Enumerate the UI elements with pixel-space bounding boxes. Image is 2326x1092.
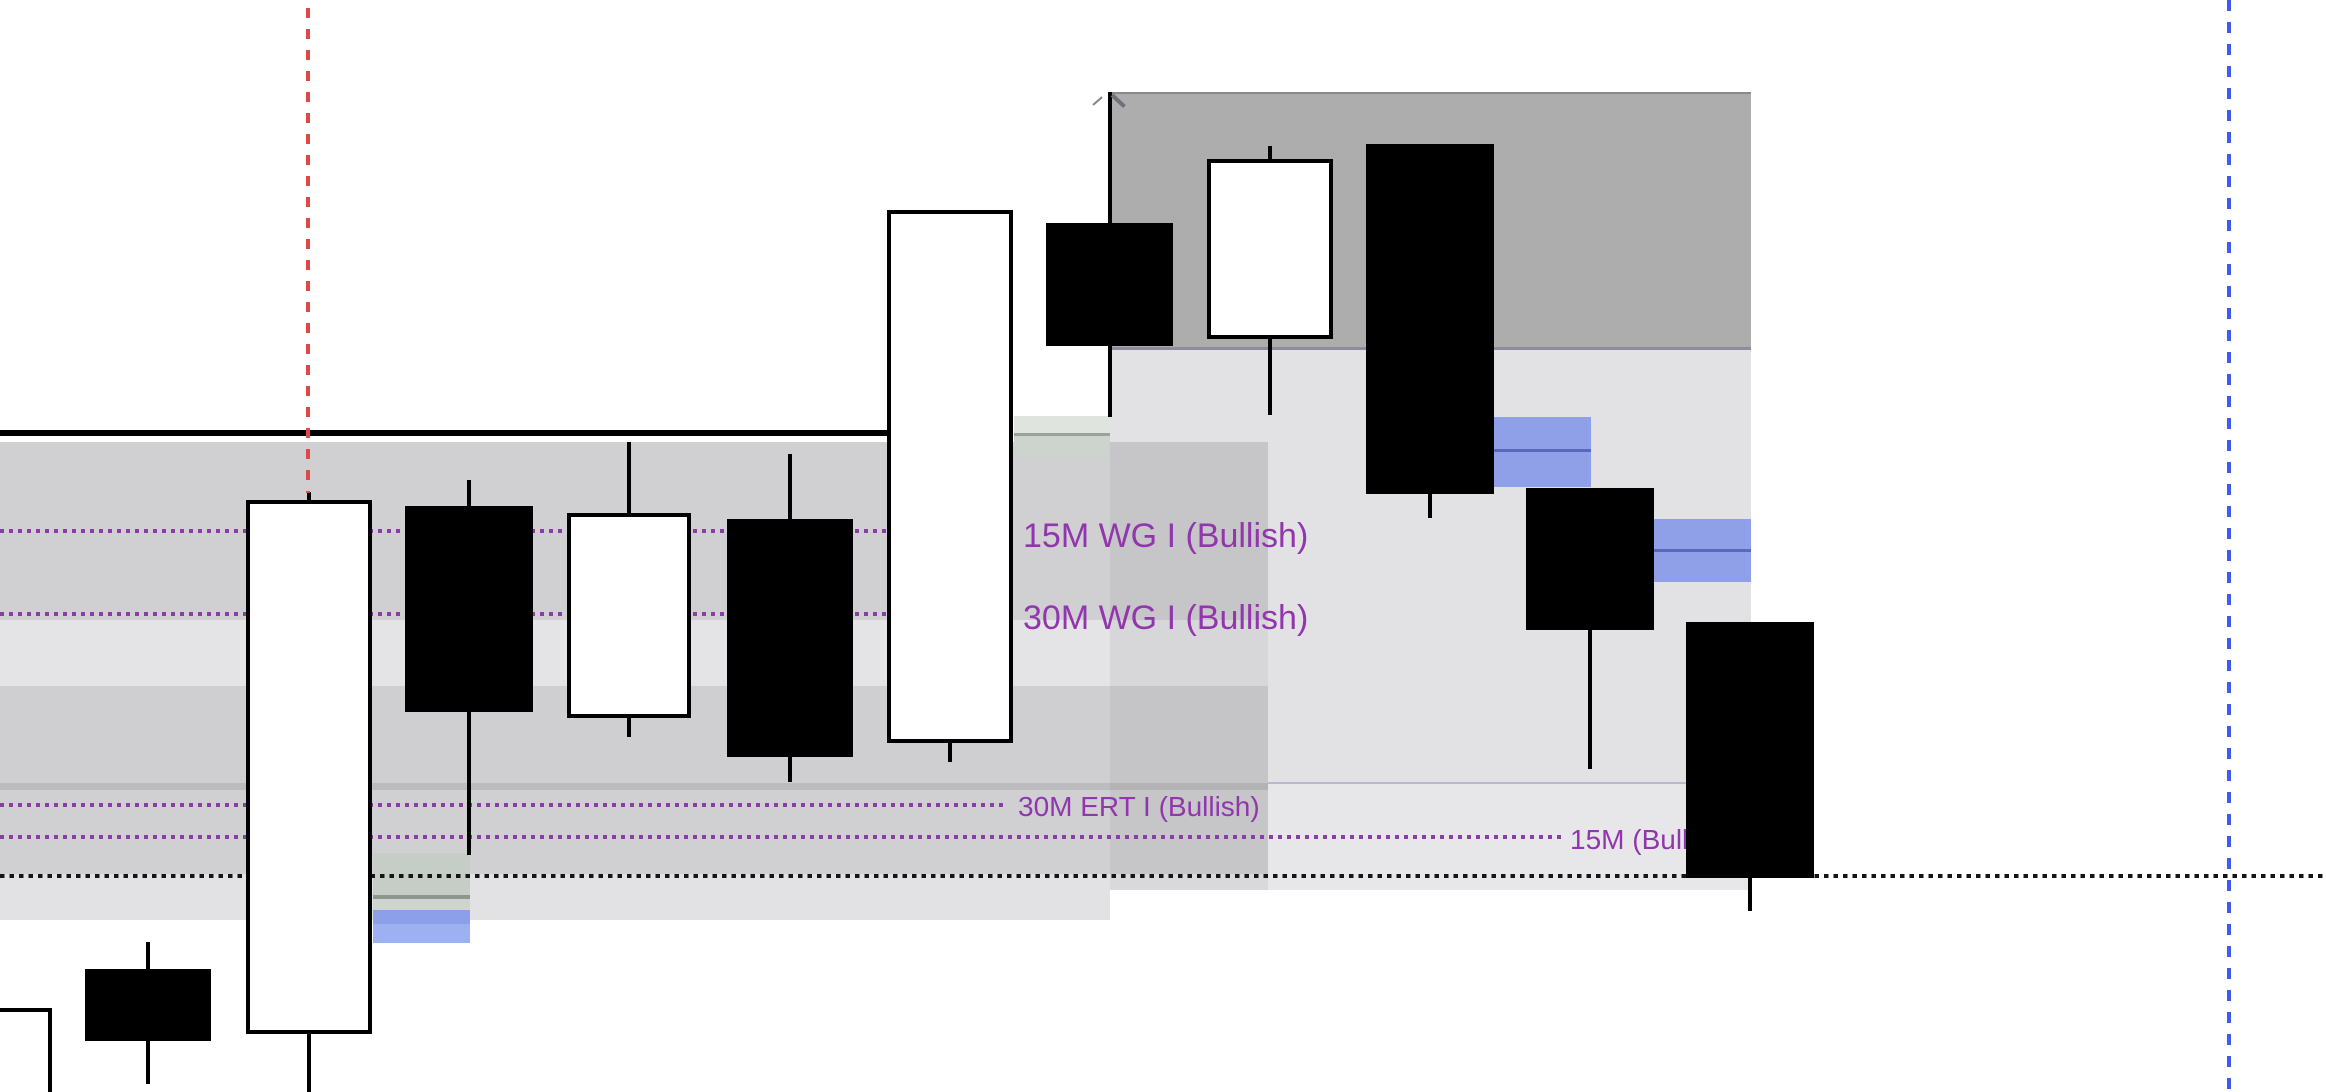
green-band-left-line: [373, 895, 470, 899]
candle-bullish: [246, 500, 372, 1034]
box-corner-mark-small: [1092, 96, 1103, 106]
candle-bearish: [85, 969, 211, 1041]
blue-band-1-bottom: [1494, 452, 1591, 487]
candle-bullish: [0, 1008, 52, 1092]
green-band-right-line: [1014, 433, 1110, 436]
level-line-15m-bullish[interactable]: [0, 835, 1562, 839]
candle-bearish: [1526, 488, 1654, 630]
candle-bearish: [1686, 622, 1814, 878]
candle-bearish: [727, 519, 853, 757]
mid-band-gray-2: [1110, 686, 1268, 783]
left-band-light-2: [0, 874, 1110, 920]
mid-band-light-1: [1110, 620, 1268, 686]
blue-band-2-top: [1654, 519, 1751, 549]
right-light-divider: [1268, 782, 1686, 784]
blue-band-2-line: [1654, 549, 1751, 552]
level-label[interactable]: 15M WG I (Bullish): [1023, 517, 1309, 555]
level-label[interactable]: 30M WG I (Bullish): [1023, 599, 1309, 637]
blue-band-1-line: [1494, 449, 1591, 452]
neck-line: [0, 430, 887, 436]
candle-bearish: [1366, 144, 1494, 494]
candle-bullish: [1207, 159, 1333, 339]
right-light-sliver: [1110, 345, 1268, 442]
black-dotted-line: [0, 874, 2326, 878]
mid-band-light-2: [1110, 874, 1268, 890]
blue-band-2-bottom: [1654, 552, 1751, 582]
mid-band-gray-1: [1110, 442, 1268, 620]
mid-band-stripe: [1110, 783, 1268, 790]
blue-band-left-dark: [373, 910, 470, 924]
candle-bearish: [405, 506, 533, 712]
candle-bearish: [1046, 223, 1173, 346]
blue-dashed-vline[interactable]: [2227, 0, 2231, 1092]
candle-bullish: [567, 513, 691, 718]
green-band-right-bottom: [1014, 436, 1110, 456]
red-dashed-vline[interactable]: [306, 8, 310, 493]
candle-bullish: [887, 210, 1013, 743]
green-band-left-bottom: [373, 899, 470, 910]
blue-band-left-light: [373, 924, 470, 943]
level-label[interactable]: 30M ERT I (Bullish): [1018, 791, 1260, 822]
blue-band-1-top: [1494, 417, 1591, 449]
mid-band-gray-3: [1110, 790, 1268, 874]
green-band-right-top: [1014, 416, 1110, 433]
level-line-30m-ert-i-bullish[interactable]: [0, 803, 1008, 807]
left-band-stripe: [0, 783, 1110, 790]
